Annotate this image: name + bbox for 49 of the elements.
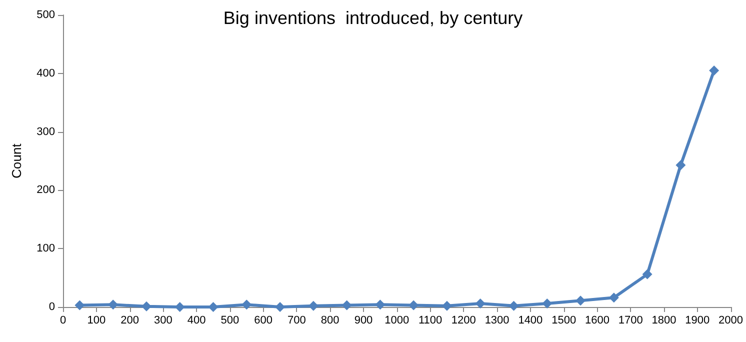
point (709, 65, 720, 76)
x-tick-label: 700 (288, 314, 306, 326)
y-tick-label: 200 (36, 184, 55, 196)
x-tick-label: 1800 (652, 314, 676, 326)
x-tick-label: 1400 (518, 314, 543, 326)
chart-title: Big inventions introduced, by century (223, 8, 523, 28)
x-tick-label: 1900 (685, 314, 710, 326)
point (208, 302, 218, 312)
point (141, 301, 152, 312)
x-tick-label: 600 (254, 314, 273, 326)
point (676, 160, 686, 170)
y-tick-label: 500 (36, 9, 55, 21)
point (108, 300, 118, 310)
x-tick-label: 1600 (584, 314, 610, 326)
point (275, 302, 286, 312)
x-tick-label: 100 (87, 314, 106, 326)
x-tick-label: 900 (354, 314, 373, 326)
x-tick-label: 300 (154, 314, 172, 326)
y-tick-label: 300 (36, 126, 55, 138)
x-tick-label: 400 (187, 314, 206, 326)
point (642, 269, 652, 280)
point (542, 298, 552, 308)
y-tick-label: 100 (36, 242, 55, 255)
point (442, 300, 452, 311)
point (242, 300, 252, 310)
point (74, 300, 85, 310)
point (342, 300, 352, 310)
point (576, 296, 586, 306)
point (508, 300, 519, 311)
point (174, 302, 185, 312)
x-tick-label: 1100 (418, 314, 442, 326)
point (475, 298, 486, 308)
x-tick-label: 1700 (618, 314, 643, 326)
point (608, 292, 619, 303)
x-tick-label: 1500 (552, 314, 576, 326)
point (408, 300, 419, 310)
point (308, 300, 318, 311)
x-tick-label: 1200 (451, 314, 476, 326)
x-tick-label: 500 (220, 314, 240, 326)
x-tick-label: 1300 (484, 314, 510, 326)
y-tick-label: 400 (36, 67, 55, 80)
x-tick-label: 200 (120, 314, 139, 326)
point (375, 300, 386, 310)
y-axis-title: Count (9, 143, 24, 178)
y-tick-label: 0 (48, 301, 55, 313)
x-tick-label: 2000 (718, 314, 744, 326)
x-tick-label: 800 (320, 314, 340, 326)
x-tick-label: 1000 (384, 314, 410, 326)
x-tick-label: 0 (60, 314, 66, 326)
